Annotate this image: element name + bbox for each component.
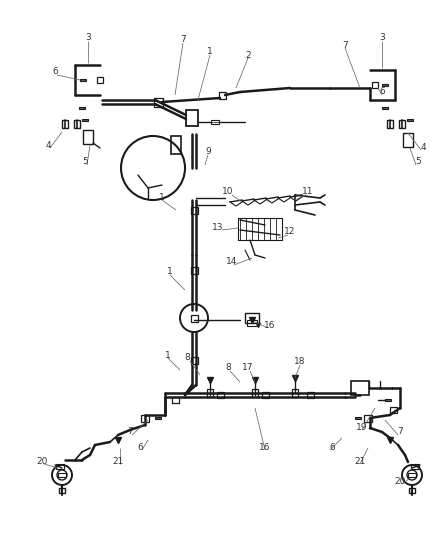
Bar [191, 266, 198, 273]
Bar [56, 464, 64, 469]
Text: 5: 5 [415, 157, 421, 166]
Bar [411, 464, 419, 469]
Text: 21: 21 [354, 457, 366, 466]
Text: 11: 11 [302, 188, 314, 197]
Bar [74, 120, 80, 128]
Bar [399, 120, 405, 128]
Bar [216, 392, 223, 398]
Text: 8: 8 [184, 353, 190, 362]
Text: 9: 9 [205, 148, 211, 157]
Text: 6: 6 [329, 443, 335, 453]
Bar [191, 206, 198, 214]
Bar [83, 130, 93, 144]
Bar [387, 120, 393, 128]
Bar [292, 389, 298, 397]
Bar [97, 77, 103, 83]
Bar [261, 392, 268, 398]
Bar [382, 107, 388, 109]
Text: 4: 4 [45, 141, 51, 149]
Text: 18: 18 [294, 358, 306, 367]
Bar [307, 392, 314, 398]
Text: 6: 6 [379, 87, 385, 96]
Bar [80, 78, 86, 82]
Bar [207, 389, 213, 397]
Text: 3: 3 [85, 34, 91, 43]
Text: 1: 1 [159, 192, 165, 201]
Bar [382, 84, 388, 86]
Bar [155, 417, 161, 419]
Text: 13: 13 [212, 223, 224, 232]
Text: 1: 1 [165, 351, 171, 359]
Text: 7: 7 [397, 427, 403, 437]
Text: 7: 7 [180, 36, 186, 44]
Bar [407, 119, 413, 122]
Bar [403, 133, 413, 147]
Text: 2: 2 [245, 51, 251, 60]
Text: 19: 19 [356, 424, 368, 432]
Bar [59, 488, 65, 492]
Text: 7: 7 [127, 427, 133, 437]
Bar [409, 488, 415, 492]
Bar [172, 397, 179, 403]
Text: 20: 20 [36, 457, 48, 466]
Text: 21: 21 [112, 457, 124, 466]
Bar [389, 407, 396, 413]
Text: 4: 4 [420, 143, 426, 152]
Bar [245, 313, 259, 323]
Bar [191, 314, 198, 321]
Bar [79, 107, 85, 109]
Bar [219, 92, 226, 99]
Text: 20: 20 [394, 478, 406, 487]
Bar [351, 381, 369, 395]
Text: 5: 5 [82, 157, 88, 166]
Bar [247, 320, 257, 326]
Bar [364, 415, 372, 422]
Text: 6: 6 [137, 443, 143, 453]
Text: 16: 16 [264, 320, 276, 329]
Text: 8: 8 [225, 364, 231, 373]
Text: 10: 10 [222, 188, 234, 197]
Text: 12: 12 [284, 228, 296, 237]
Text: 3: 3 [379, 34, 385, 43]
Bar [153, 98, 162, 107]
Text: 6: 6 [52, 68, 58, 77]
Bar [58, 473, 66, 477]
Bar [355, 417, 361, 419]
Bar [62, 120, 68, 128]
Text: 7: 7 [342, 41, 348, 50]
Bar [385, 399, 391, 401]
Bar [211, 120, 219, 124]
Text: 1: 1 [207, 47, 213, 56]
Text: 14: 14 [226, 257, 238, 266]
Text: 1: 1 [167, 268, 173, 277]
Bar [252, 389, 258, 397]
Bar [191, 357, 198, 364]
Text: 16: 16 [259, 443, 271, 453]
Bar [186, 110, 198, 126]
Text: 17: 17 [242, 364, 254, 373]
Bar [408, 473, 416, 477]
Bar [141, 415, 149, 422]
Bar [372, 82, 378, 88]
Bar [82, 119, 88, 122]
Bar [171, 136, 181, 154]
